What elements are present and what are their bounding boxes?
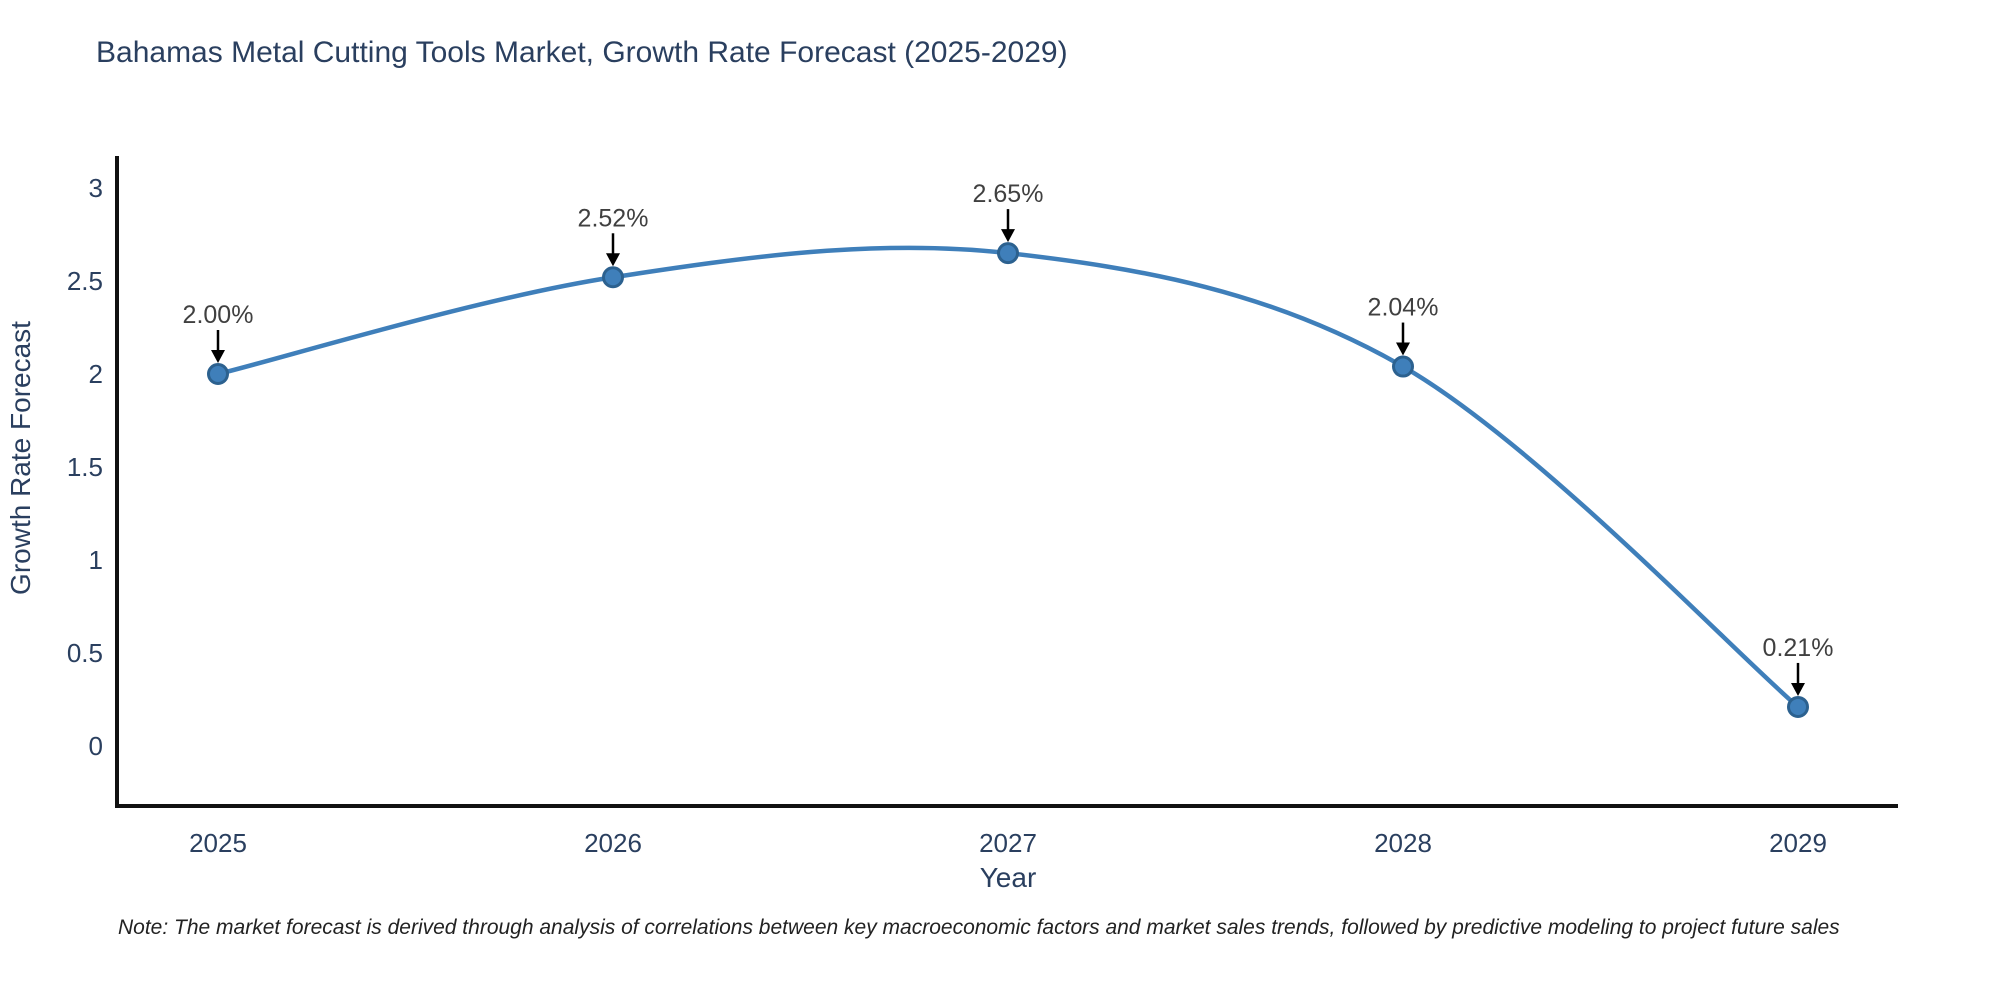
x-tick-label: 2025 [189,828,247,858]
x-tick-label: 2028 [1374,828,1432,858]
annotation-label: 2.52% [578,204,649,232]
annotation-arrowhead-icon [211,350,225,363]
y-tick-label: 2.5 [67,266,103,296]
annotation-label: 0.21% [1763,634,1834,662]
y-axis-title: Growth Rate Forecast [5,321,36,595]
y-tick-label: 3 [89,173,103,203]
data-point-marker [1787,695,1809,718]
data-point-marker [207,363,229,385]
annotation-arrowhead-icon [1396,342,1410,356]
footnote: Note: The market forecast is derived thr… [118,916,1840,939]
x-tick-label: 2029 [1769,828,1827,858]
y-tick-label: 2 [89,359,103,389]
data-point-marker [997,242,1019,265]
annotation-label: 2.65% [973,180,1044,208]
annotation-label: 2.00% [183,301,254,329]
chart-line [217,245,1800,709]
x-axis-title: Year [980,862,1037,893]
y-tick-label: 0 [89,731,103,761]
data-point-marker [1392,355,1414,378]
x-tick-label: 2026 [584,828,642,858]
y-tick-label: 0.5 [67,638,103,668]
y-tick-label: 1.5 [67,452,103,482]
annotation-label: 2.04% [1368,294,1439,322]
chart-title: Bahamas Metal Cutting Tools Market, Grow… [96,36,1068,69]
y-tick-label: 1 [89,545,103,575]
data-point-marker [602,266,624,289]
annotation-arrowhead-icon [1001,229,1015,243]
x-tick-label: 2027 [979,828,1037,858]
annotation-arrowhead-icon [606,253,620,267]
annotation-arrowhead-icon [1791,682,1805,696]
